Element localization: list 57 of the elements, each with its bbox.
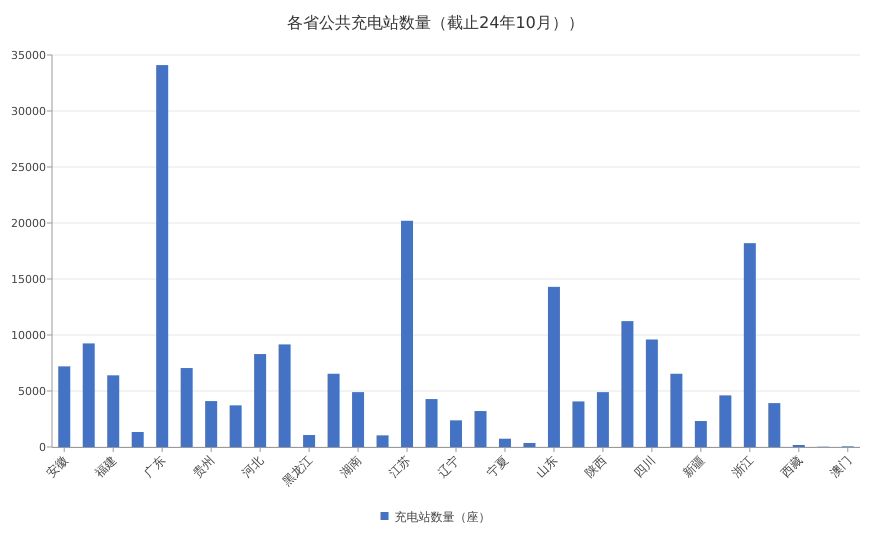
bar [719, 395, 732, 447]
bar [450, 420, 462, 447]
bar [694, 421, 707, 447]
bar [376, 435, 389, 447]
x-tick-label: 江苏 [386, 453, 414, 480]
x-tick-label: 宁夏 [484, 453, 512, 480]
y-tick-label: 0 [39, 441, 46, 454]
bar [646, 339, 658, 447]
x-tick-label: 澳门 [827, 453, 854, 480]
bar [744, 243, 756, 447]
y-tick-label: 35000 [11, 49, 46, 62]
x-tick-label: 辽宁 [435, 453, 462, 480]
bar [156, 65, 168, 447]
x-tick-label: 四川 [631, 453, 658, 480]
bar [230, 405, 242, 447]
x-tick-label: 广东 [141, 453, 168, 480]
bar [401, 220, 414, 447]
bar [474, 411, 486, 447]
x-tick-label: 贵州 [190, 453, 218, 480]
bar [107, 375, 120, 447]
bar [548, 286, 560, 447]
bar [523, 442, 536, 447]
bar [572, 401, 584, 447]
bar [58, 366, 70, 447]
x-tick-label: 湖南 [337, 453, 364, 480]
bar [278, 344, 291, 447]
bar [328, 374, 340, 447]
x-tick-label: 浙江 [729, 453, 756, 480]
bar [132, 432, 144, 447]
bar [254, 354, 266, 447]
bar [426, 399, 438, 447]
x-tick-label: 黑龙江 [280, 453, 316, 489]
bar [303, 435, 316, 447]
bar [498, 438, 511, 447]
y-tick-label: 25000 [11, 161, 46, 174]
x-tick-label: 河北 [239, 453, 266, 480]
chart-title: 各省公共充电站数量（截止24年10月）） [287, 13, 584, 32]
bar [180, 368, 193, 447]
bar [621, 321, 634, 447]
x-tick-label: 西藏 [778, 453, 805, 480]
y-tick-label: 20000 [11, 217, 46, 230]
bar [352, 392, 364, 447]
legend-label: 充电站数量（座） [394, 510, 490, 524]
y-tick-label: 10000 [11, 329, 46, 342]
x-tick-label: 安徽 [43, 453, 70, 480]
bar [205, 401, 218, 447]
y-tick-label: 15000 [11, 273, 46, 286]
y-tick-label: 5000 [18, 385, 46, 398]
bar [82, 343, 95, 447]
x-tick-label: 新疆 [680, 453, 707, 480]
bar [670, 374, 682, 447]
bar [596, 392, 609, 447]
x-tick-label: 福建 [92, 453, 120, 480]
x-tick-label: 陕西 [582, 453, 610, 480]
x-tick-label: 山东 [533, 453, 560, 480]
bar [768, 403, 780, 447]
y-tick-label: 30000 [11, 105, 46, 118]
